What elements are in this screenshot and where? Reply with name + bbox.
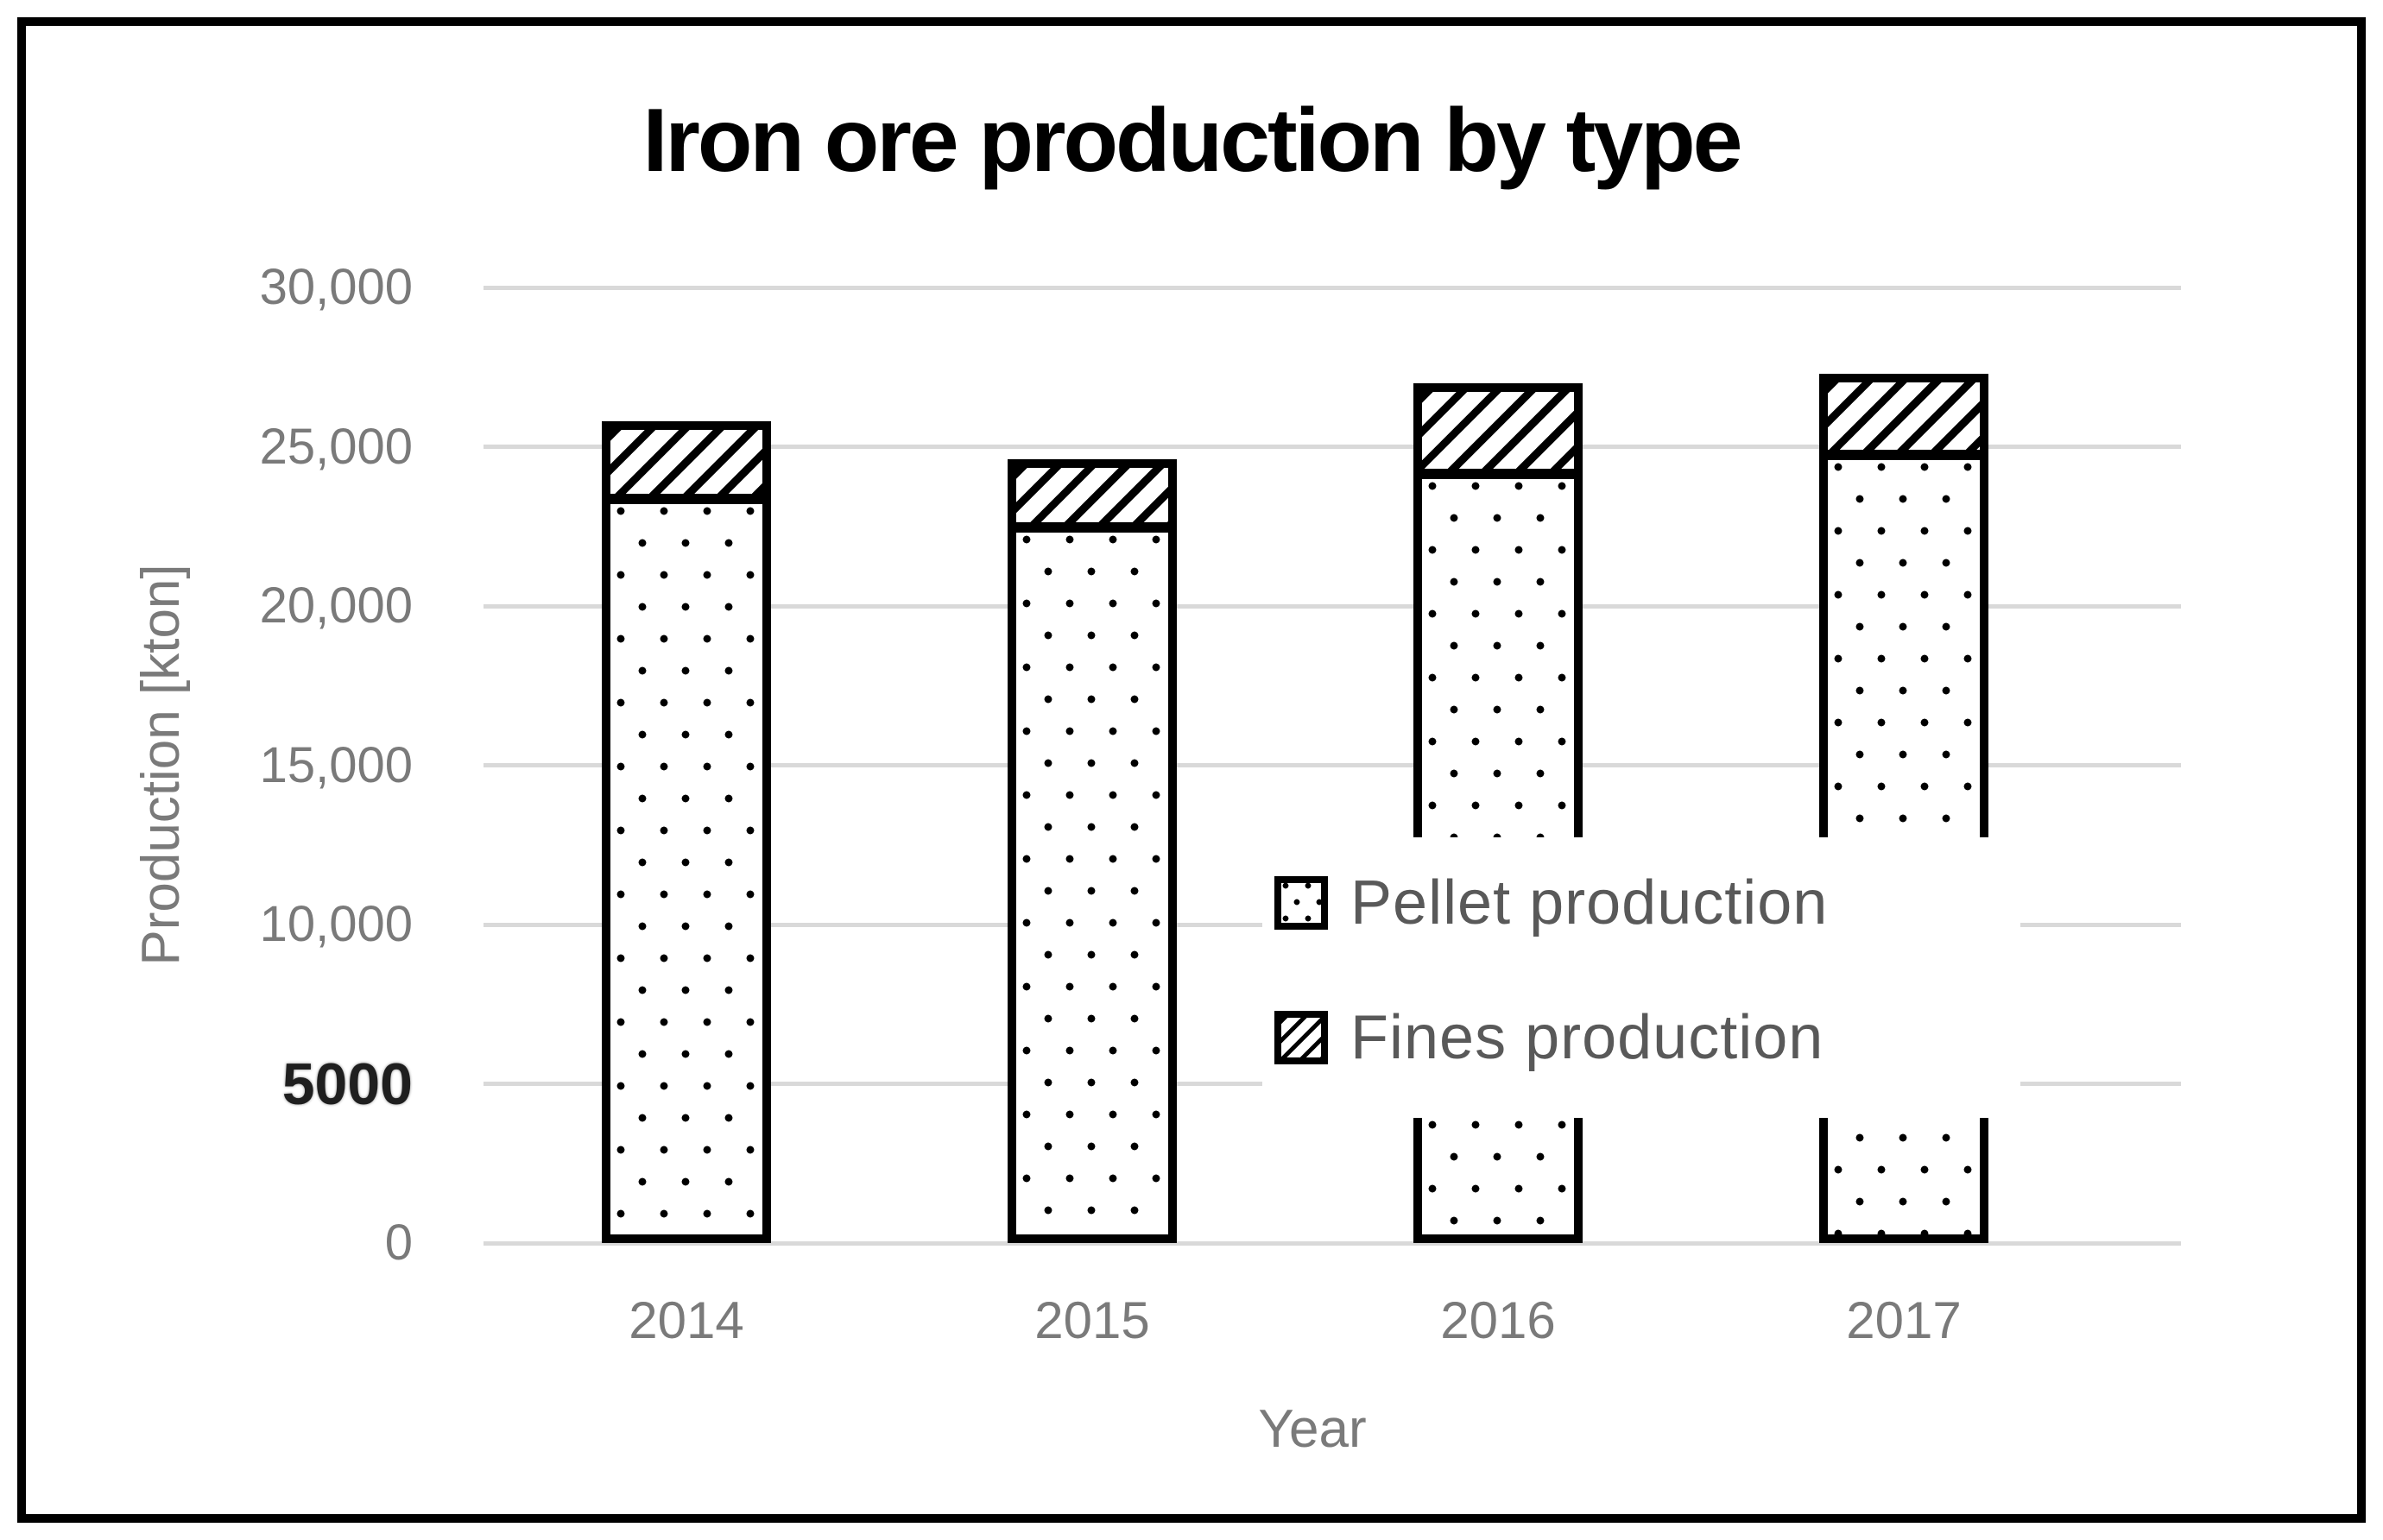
bar-2016-fines-segment: [1413, 383, 1583, 479]
dotted-pattern-swatch-icon: [1274, 876, 1328, 930]
bar-2015: [1008, 459, 1177, 1243]
y-axis-title: Production [kton]: [131, 564, 191, 966]
y-tick-label-30000: 30,000: [259, 259, 413, 315]
bar-2014-fines-segment: [602, 421, 771, 504]
chart-title: Iron ore production by type: [642, 91, 1742, 191]
y-tick-label-20000: 20,000: [259, 578, 413, 634]
y-tick-label-5000: 5000: [281, 1051, 413, 1117]
gridline-15000: [484, 763, 2181, 767]
y-tick-label-0: 0: [384, 1215, 413, 1271]
gridline-30000: [484, 286, 2181, 290]
x-tick-label-2016: 2016: [1440, 1291, 1556, 1349]
legend-label-fines: Fines production: [1350, 1003, 1824, 1072]
bar-2015-pellet-segment: [1008, 533, 1177, 1243]
x-tick-label-2014: 2014: [629, 1291, 744, 1349]
x-axis-title: Year: [1258, 1399, 1367, 1459]
legend-item-fines: Fines production: [1274, 996, 1824, 1079]
bar-2017-fines-segment: [1819, 374, 1988, 460]
x-tick-label-2015: 2015: [1034, 1291, 1150, 1349]
legend-item-pellet: Pellet production: [1274, 862, 1828, 944]
y-tick-label-15000: 15,000: [259, 737, 413, 793]
bar-2014: [602, 421, 771, 1243]
y-tick-label-10000: 10,000: [259, 896, 413, 952]
y-tick-label-25000: 25,000: [259, 419, 413, 475]
x-tick-label-2017: 2017: [1846, 1291, 1962, 1349]
bar-2014-pellet-segment: [602, 504, 771, 1243]
legend-label-pellet: Pellet production: [1350, 868, 1829, 937]
bar-2015-fines-segment: [1008, 459, 1177, 533]
gridline-0: [484, 1241, 2181, 1246]
legend: Pellet production Fines production: [1262, 837, 2020, 1118]
diagonal-hatch-pattern-swatch-icon: [1274, 1011, 1328, 1064]
gridline-25000: [484, 445, 2181, 449]
gridline-20000: [484, 604, 2181, 609]
